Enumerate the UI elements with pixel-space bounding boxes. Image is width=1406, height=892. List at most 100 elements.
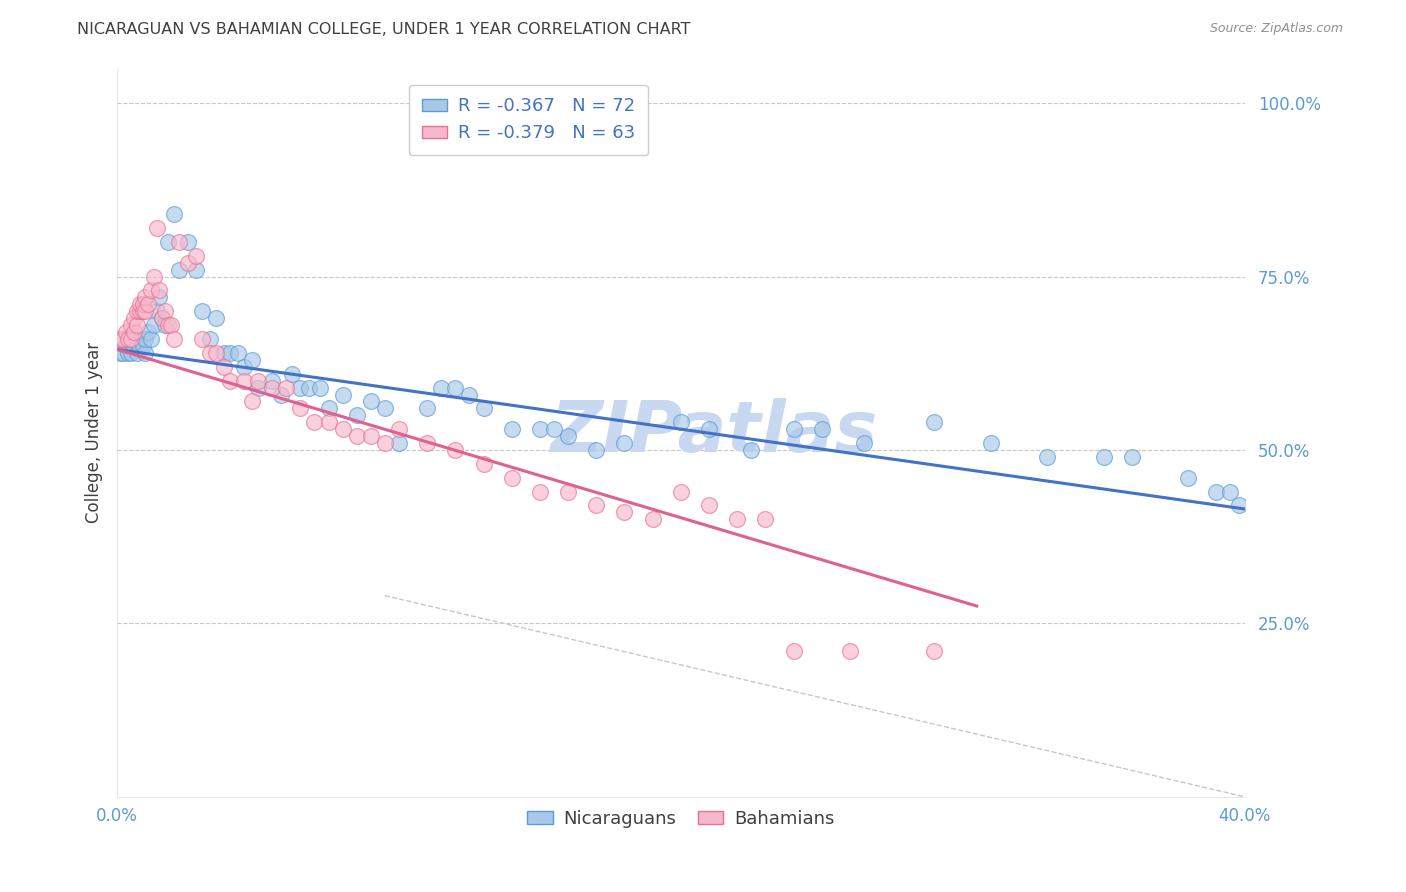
Point <box>332 387 354 401</box>
Point <box>108 346 131 360</box>
Point <box>156 318 179 333</box>
Point <box>360 429 382 443</box>
Point <box>924 644 946 658</box>
Point <box>219 374 242 388</box>
Point <box>318 401 340 416</box>
Point <box>134 304 156 318</box>
Point <box>131 304 153 318</box>
Point <box>142 269 165 284</box>
Point <box>276 380 298 394</box>
Point <box>270 387 292 401</box>
Point <box>1121 450 1143 464</box>
Point <box>214 359 236 374</box>
Point <box>167 262 190 277</box>
Point <box>290 401 312 416</box>
Point <box>529 484 551 499</box>
Point <box>1205 484 1227 499</box>
Point <box>162 207 184 221</box>
Point <box>980 436 1002 450</box>
Point <box>125 335 148 350</box>
Point <box>120 332 142 346</box>
Point <box>159 318 181 333</box>
Point <box>148 284 170 298</box>
Point <box>374 401 396 416</box>
Point <box>557 484 579 499</box>
Point <box>290 380 312 394</box>
Point <box>150 311 173 326</box>
Point <box>247 380 270 394</box>
Point <box>131 297 153 311</box>
Point <box>117 346 139 360</box>
Point <box>228 346 250 360</box>
Point <box>416 401 439 416</box>
Point <box>754 512 776 526</box>
Point <box>205 311 228 326</box>
Legend: Nicaraguans, Bahamians: Nicaraguans, Bahamians <box>520 803 842 835</box>
Point <box>1177 471 1199 485</box>
Point <box>128 343 150 357</box>
Point <box>120 318 142 333</box>
Point <box>122 339 145 353</box>
Point <box>1219 484 1241 499</box>
Point <box>697 499 720 513</box>
Point <box>458 387 481 401</box>
Point <box>219 346 242 360</box>
Point <box>128 297 150 311</box>
Point <box>613 505 636 519</box>
Point <box>176 256 198 270</box>
Point <box>247 374 270 388</box>
Point <box>148 290 170 304</box>
Point <box>145 304 167 318</box>
Point <box>782 644 804 658</box>
Point <box>136 297 159 311</box>
Point <box>233 359 256 374</box>
Point <box>697 422 720 436</box>
Point <box>242 352 264 367</box>
Point <box>669 484 692 499</box>
Point <box>262 374 284 388</box>
Point <box>125 304 148 318</box>
Point <box>139 284 162 298</box>
Point <box>924 415 946 429</box>
Point <box>346 409 368 423</box>
Point <box>131 339 153 353</box>
Point <box>613 436 636 450</box>
Point <box>122 311 145 326</box>
Point <box>122 332 145 346</box>
Point <box>669 415 692 429</box>
Point <box>156 235 179 249</box>
Point <box>444 380 467 394</box>
Point <box>190 304 212 318</box>
Point <box>374 436 396 450</box>
Point <box>1227 499 1250 513</box>
Point <box>740 442 762 457</box>
Point <box>167 235 190 249</box>
Point <box>150 311 173 326</box>
Y-axis label: College, Under 1 year: College, Under 1 year <box>86 343 103 524</box>
Point <box>332 422 354 436</box>
Point <box>501 422 523 436</box>
Point <box>298 380 321 394</box>
Point <box>162 332 184 346</box>
Point <box>242 394 264 409</box>
Text: ZIPatlas: ZIPatlas <box>551 398 879 467</box>
Point <box>472 401 495 416</box>
Point <box>543 422 565 436</box>
Point <box>111 346 134 360</box>
Point <box>304 415 326 429</box>
Point <box>114 325 136 339</box>
Point <box>853 436 876 450</box>
Point <box>585 499 607 513</box>
Point <box>139 332 162 346</box>
Point <box>134 290 156 304</box>
Point <box>128 304 150 318</box>
Point <box>153 304 176 318</box>
Point <box>122 325 145 339</box>
Point <box>388 422 411 436</box>
Point <box>233 374 256 388</box>
Point <box>125 346 148 360</box>
Point <box>153 318 176 333</box>
Point <box>585 442 607 457</box>
Point <box>142 318 165 333</box>
Point <box>346 429 368 443</box>
